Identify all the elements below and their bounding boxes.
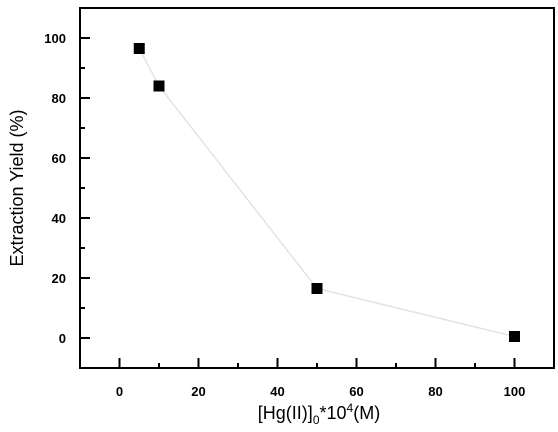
x-axis-label-main: [Hg(II)] xyxy=(258,403,313,423)
data-point-marker xyxy=(133,43,145,54)
data-point-marker xyxy=(311,283,323,294)
x-tick-label: 80 xyxy=(428,384,442,399)
x-tick-label: 60 xyxy=(349,384,363,399)
x-axis-label-multiplier: *10 xyxy=(320,403,347,423)
y-tick-label: 20 xyxy=(52,271,66,286)
data-point-marker xyxy=(509,331,520,342)
series-markers-group xyxy=(133,43,520,342)
y-tick-label: 100 xyxy=(44,31,66,46)
x-axis-label-superscript: 4 xyxy=(347,401,354,415)
series-line xyxy=(138,48,515,338)
x-tick-label: 100 xyxy=(504,384,526,399)
y-tick-label: 0 xyxy=(59,331,66,346)
y-axis-label: Extraction Yield (%) xyxy=(7,109,27,266)
x-tick-label: 40 xyxy=(270,384,284,399)
x-axis-label: [Hg(II)]0*104(M) xyxy=(258,401,380,427)
x-tick-label: 0 xyxy=(116,384,123,399)
y-tick-label: 60 xyxy=(52,151,66,166)
x-axis-label-unit: (M) xyxy=(353,403,380,423)
data-point-marker xyxy=(153,80,165,92)
series-line-group xyxy=(138,48,515,338)
x-tick-label: 20 xyxy=(191,384,205,399)
plot-frame xyxy=(79,7,555,369)
ticks-group: 0 20 40 60 80 100 0 20 40 60 80 100 xyxy=(44,31,525,399)
x-axis-label-subscript: 0 xyxy=(313,413,320,427)
y-tick-label: 40 xyxy=(52,211,66,226)
y-tick-label: 80 xyxy=(52,91,66,106)
